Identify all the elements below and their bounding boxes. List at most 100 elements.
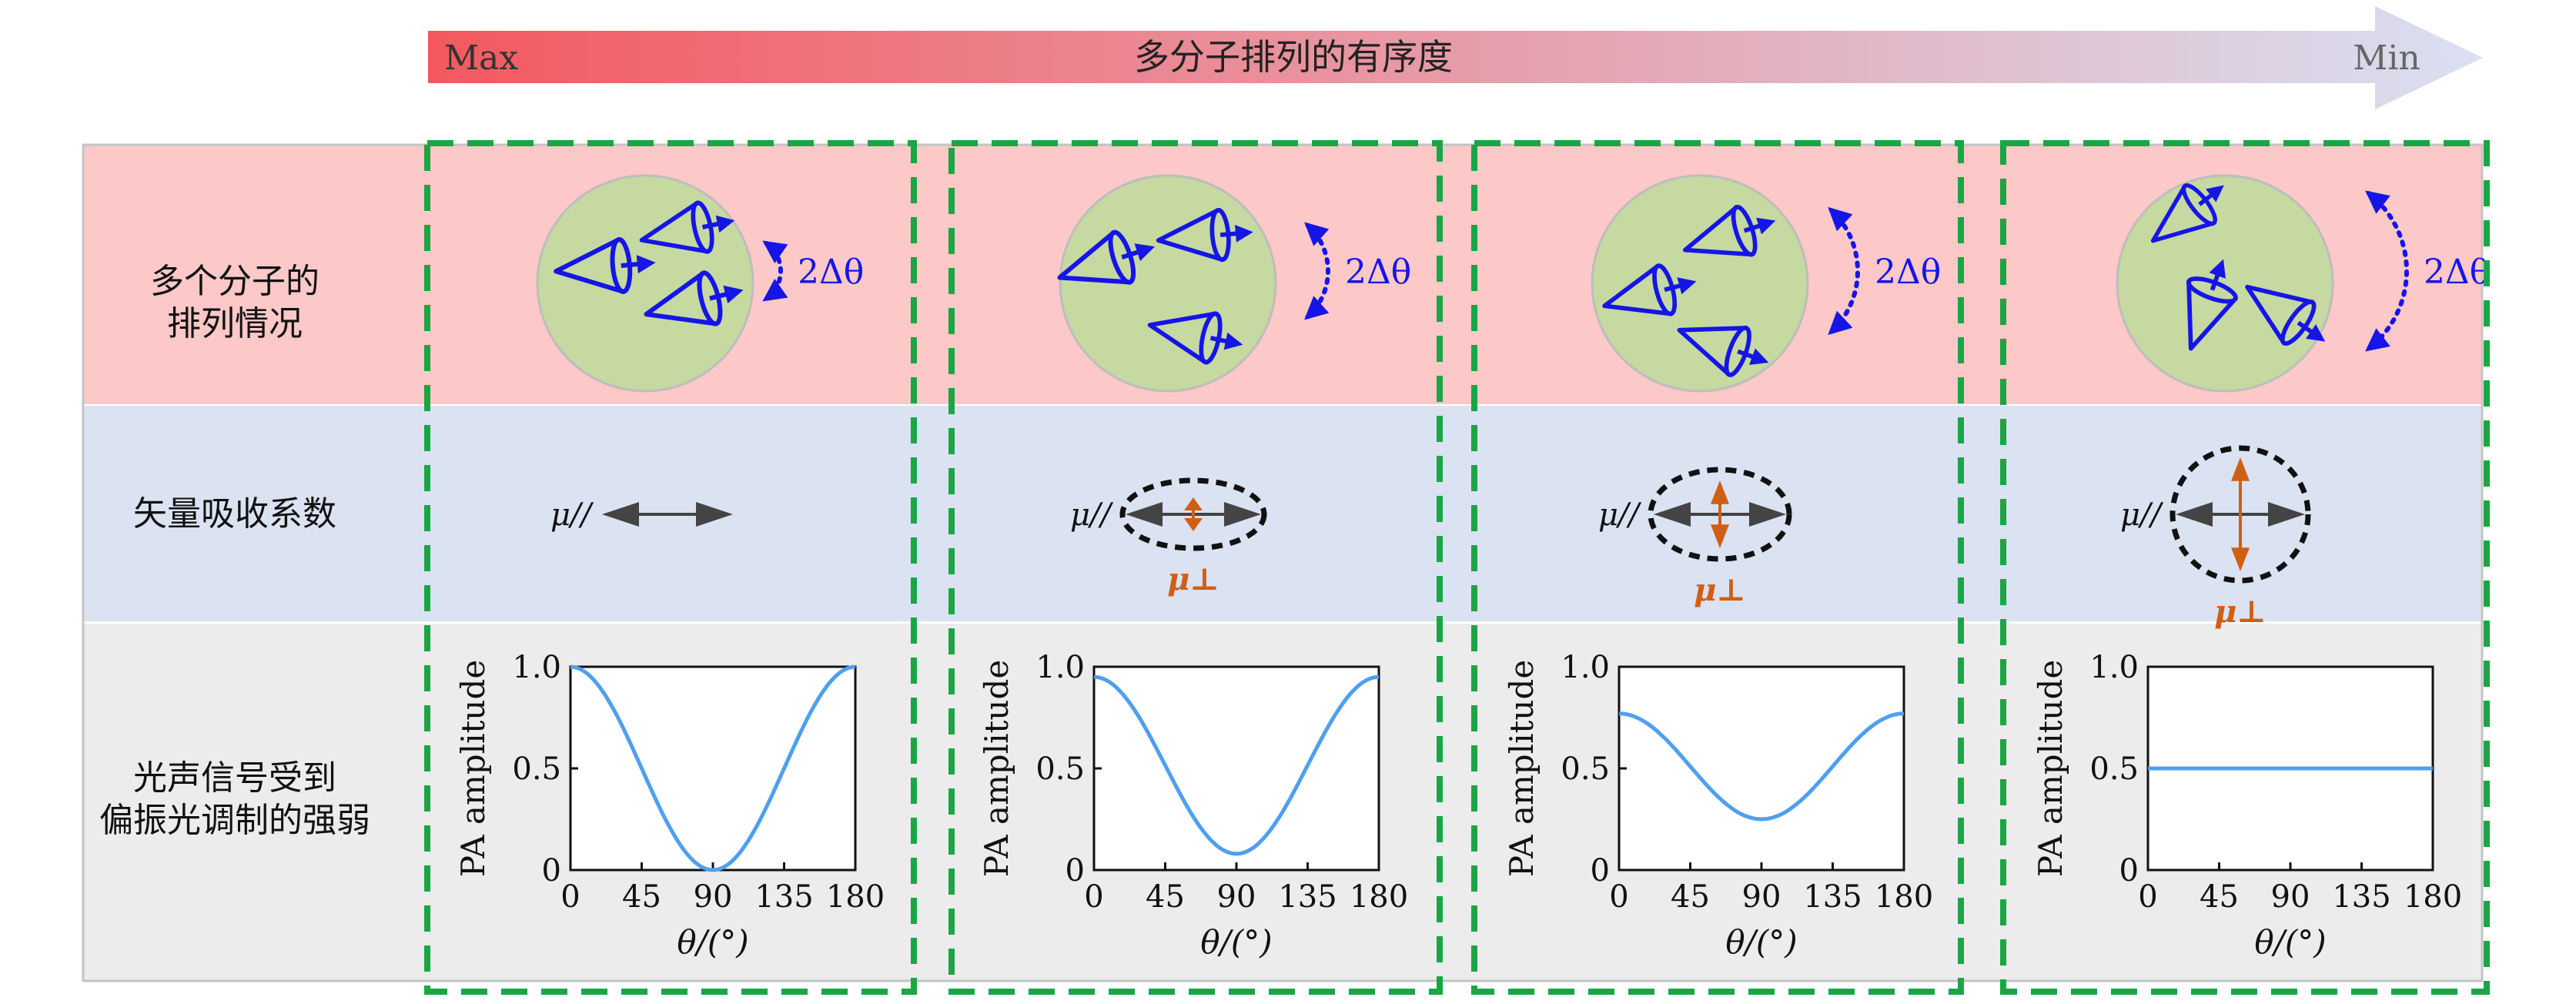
cone-dipole-head [2209,259,2226,279]
molecule-cone [1682,204,1776,257]
panel-dashed-outline [948,140,1443,995]
cone-side [1682,205,1755,257]
parallel-absorption-arrow-head-right [1224,502,1261,527]
mu-perp-label: μ⊥ [2214,594,2267,630]
angle-range-label: 2Δθ [2424,253,2490,292]
rotation-range-arc [1304,222,1330,320]
y-tick-label: 0 [2119,853,2139,889]
mu-perp-label: μ⊥ [1694,572,1746,608]
x-tick-label: 180 [2404,879,2462,915]
cone-dipole-head [1134,243,1156,262]
cone-dipole-shaft [1209,336,1228,344]
cone-dipole-head [1223,332,1243,350]
x-tick-label: 90 [1217,879,1256,915]
cone-side [2245,284,2315,346]
absorption-ellipse [1119,477,1267,551]
y-axis-label: PA amplitude [454,660,492,877]
cone-dipole-shaft [2210,273,2220,291]
molecule-cone [2150,183,2224,243]
order-degree-title: 多分子排列的有序度 [1134,36,1453,78]
y-tick-label: 0 [1066,853,1085,889]
alignment-label-line-2: 排列情况 [167,304,303,343]
x-tick-label: 135 [1803,879,1862,915]
parallel-absorption-arrow-head-right [696,502,733,527]
panels: 2Δθ μ// 0 45 90 135 180 0 0.5 1.0 θ/(°) PA amplitud… [424,140,2490,995]
y-tick-label: 0.5 [512,751,561,787]
cone-dipole-shaft [2198,192,2213,206]
x-axis-label: θ/(°) [2254,923,2326,961]
pa-amplitude-curve [1618,711,1905,822]
cone-dipole-shaft [701,221,720,229]
cone-dipole-head [636,255,656,274]
alignment-circle [1059,174,1277,393]
alignment-circle [2116,174,2334,393]
x-tick-label: 90 [694,879,733,915]
min-label: Min [2353,38,2420,78]
cone-side [1057,229,1132,285]
gradient-arrow-shape [428,6,2483,109]
molecule-cone [1677,325,1769,377]
pa-amplitude-curve [1093,674,1380,856]
perp-arrow-head-up [2231,457,2250,481]
y-tick-label: 0 [1591,853,1610,889]
y-axis-label: PA amplitude [1503,660,1541,877]
molecule-cone [639,200,735,254]
parallel-absorption-arrow-head-left [1654,502,1691,527]
rotation-range-arc [762,240,788,302]
molecule-cone [644,270,744,326]
x-tick-label: 45 [622,879,661,915]
max-label: Max [444,38,518,78]
perp-arrow-head-up [1711,480,1729,504]
mu-parallel-label: μ// [1598,497,1641,533]
plot-frame [569,665,857,872]
pa-amplitude-curve [570,664,856,872]
parallel-absorption-arrow-head-left [1126,502,1163,527]
signal-label-line-1: 光声信号受到 [133,758,336,798]
alignment-circle [536,174,754,393]
panel-dashed-outline [424,140,917,995]
signal-label-line-2: 偏振光调制的强弱 [99,801,370,840]
x-tick-label: 180 [826,879,885,915]
y-tick-label: 0.5 [1561,751,1610,787]
y-tick-label: 1.0 [512,650,561,685]
rotation-range-arc [1828,206,1860,336]
cone-side [1156,208,1225,263]
cone-side [2186,279,2238,351]
panel-4: 2Δθ μ// μ⊥ 0 45 90 135 180 0 0.5 1.0 θ/(°) PA amplit… [2000,140,2490,995]
cone-dipole-shaft [1121,249,1140,260]
molecule-cone [2186,259,2238,351]
order-degree-arrow: Max 多分子排列的有序度 Min [428,6,2483,109]
x-tick-label: 0 [1609,879,1628,915]
x-tick-label: 0 [560,879,580,915]
cone-side [639,200,711,254]
molecule-cone [1057,229,1156,285]
cone-dipole-shaft [621,261,640,268]
mu-parallel-label: μ// [1070,497,1113,533]
parallel-absorption-arrow-head-right [1749,502,1786,527]
x-tick-label: 135 [1278,879,1337,915]
mu-perp-label: μ⊥ [1167,561,1219,597]
panel-dashed-outline [2000,140,2490,995]
panel-3: 2Δθ μ// μ⊥ 0 45 90 135 180 0 0.5 1.0 θ/(°) PA amplit… [1471,140,1964,995]
x-axis-label: θ/(°) [1725,923,1797,961]
row-absorption-bg [83,406,2482,621]
parallel-absorption-arrow-head-right [2268,502,2305,527]
absorption-ellipse [2170,445,2311,584]
alignment-circle [1591,174,1809,393]
absorption-ellipse [1648,467,1792,562]
molecule-cone [554,237,656,294]
parallel-absorption-arrow-head-left [2176,502,2213,527]
x-tick-label: 0 [1084,879,1103,915]
cone-side [1677,326,1749,377]
panel-1: 2Δθ μ// 0 45 90 135 180 0 0.5 1.0 θ/(°) PA amplitud… [424,140,917,995]
molecule-cone [1147,311,1243,365]
x-tick-label: 0 [2138,879,2157,915]
mu-parallel-label: μ// [2120,497,2163,533]
pa-amplitude-plot: 0 45 90 135 180 0 0.5 1.0 θ/(°) PA amplitude [454,650,885,961]
cone-dipole-head [2206,185,2224,202]
absorption-label: 矢量吸收系数 [133,494,336,534]
perp-arrow-head-down [1184,518,1203,531]
plot-frame [1618,665,1905,872]
